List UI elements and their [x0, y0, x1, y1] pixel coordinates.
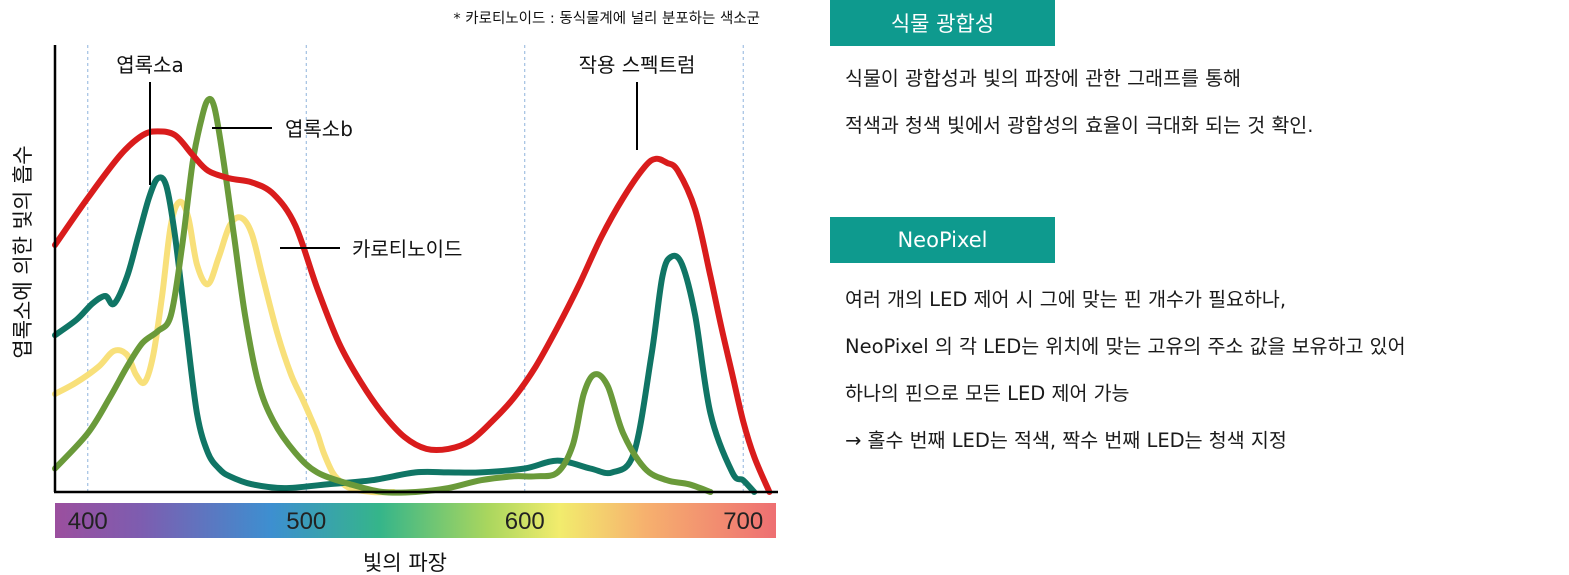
series-layer	[52, 95, 773, 496]
label-chlorophyll-b: 엽록소b	[285, 117, 353, 141]
x-tick-label-600: 600	[505, 508, 545, 535]
chart-note: * 카로티노이드 : 동식물계에 널리 분포하는 색소군	[453, 10, 760, 27]
body-line: 식물이 광합성과 빛의 파장에 관한 그래프를 통해	[845, 67, 1241, 90]
section-body-neopixel: 여러 개의 LED 제어 시 그에 맞는 핀 개수가 필요하나, NeoPixe…	[845, 276, 1406, 464]
body-line: 하나의 핀으로 모든 LED 제어 가능	[845, 382, 1130, 405]
x-tick-label-400: 400	[68, 508, 108, 535]
body-line: NeoPixel 의 각 LED는 위치에 맞는 고유의 주소 값을 보유하고 …	[845, 335, 1406, 358]
absorption-spectrum-chart: * 카로티노이드 : 동식물계에 널리 분포하는 색소군 400 500 600 70…	[11, 10, 778, 575]
label-carotenoid: 카로티노이드	[352, 237, 462, 261]
section-body-photosynthesis: 식물이 광합성과 빛의 파장에 관한 그래프를 통해 적색과 청색 빛에서 광합…	[845, 55, 1313, 149]
body-line: 적색과 청색 빛에서 광합성의 효율이 극대화 되는 것 확인.	[845, 114, 1314, 137]
body-line: 여러 개의 LED 제어 시 그에 맞는 핀 개수가 필요하나,	[845, 288, 1287, 311]
series-line-action-spectrum	[52, 128, 773, 495]
label-action-spectrum: 작용 스펙트럼	[579, 53, 696, 77]
series-labels: 엽록소a 엽록소b 카로티노이드 작용 스펙트럼	[116, 53, 695, 261]
series-line-carotenoid	[52, 198, 397, 496]
x-tick-label-500: 500	[286, 508, 326, 535]
body-line: → 홀수 번째 LED는 적색, 짝수 번째 LED는 청색 지정	[845, 429, 1287, 452]
section-badge-photosynthesis: 식물 광합성	[830, 0, 1055, 46]
gridlines	[87, 45, 744, 492]
x-tick-label-700: 700	[723, 508, 763, 535]
section-badge-neopixel: NeoPixel	[830, 217, 1055, 263]
y-axis-label: 엽록소에 의한 빛의 흡수	[11, 145, 35, 358]
x-axis-label: 빛의 파장	[363, 551, 447, 575]
x-tick-labels: 400 500 600 700	[68, 508, 764, 535]
series-line-chlorophyll-a	[52, 174, 758, 495]
wavelength-colorbar	[55, 503, 776, 538]
series-line-chlorophyll-b	[52, 95, 714, 496]
label-chlorophyll-a: 엽록소a	[116, 53, 183, 77]
